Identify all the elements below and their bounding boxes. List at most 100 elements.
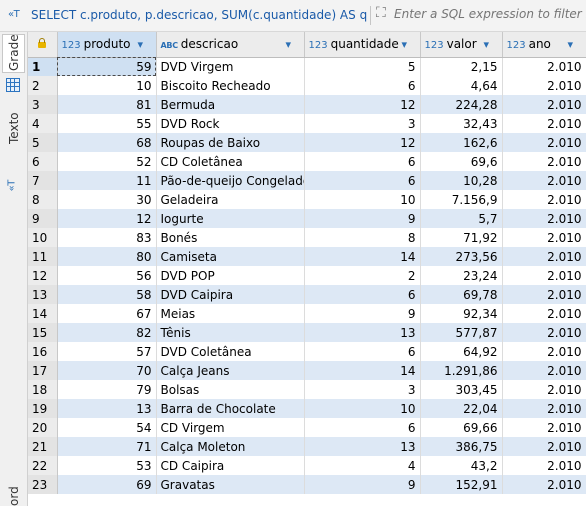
column-filter-icon[interactable]: ▾: [483, 38, 490, 51]
row-number[interactable]: 1: [28, 57, 58, 76]
cell-produto[interactable]: 54: [57, 418, 157, 437]
cell-ano[interactable]: 2.010: [502, 95, 586, 114]
cell-produto[interactable]: 67: [57, 304, 157, 323]
cell-quantidade[interactable]: 6: [304, 152, 421, 171]
cell-produto[interactable]: 10: [57, 76, 157, 95]
cell-ano[interactable]: 2.010: [502, 304, 586, 323]
table-row[interactable]: 5 68 Roupas de Baixo 12 162,6 2.010: [28, 133, 586, 152]
cell-produto[interactable]: 71: [57, 437, 157, 456]
cell-produto[interactable]: 82: [57, 323, 157, 342]
row-number[interactable]: 11: [28, 247, 58, 266]
cell-valor[interactable]: 5,7: [420, 209, 503, 228]
cell-quantidade[interactable]: 6: [304, 76, 421, 95]
row-number[interactable]: 22: [28, 456, 58, 475]
row-number[interactable]: 14: [28, 304, 58, 323]
cell-valor[interactable]: 577,87: [420, 323, 503, 342]
cell-ano[interactable]: 2.010: [502, 247, 586, 266]
cell-ano[interactable]: 2.010: [502, 323, 586, 342]
cell-descricao[interactable]: DVD Coletânea: [156, 342, 305, 361]
cell-valor[interactable]: 162,6: [420, 133, 503, 152]
cell-ano[interactable]: 2.010: [502, 475, 586, 494]
cell-ano[interactable]: 2.010: [502, 437, 586, 456]
cell-produto[interactable]: 52: [57, 152, 157, 171]
row-number[interactable]: 21: [28, 437, 58, 456]
row-number[interactable]: 13: [28, 285, 58, 304]
cell-quantidade[interactable]: 3: [304, 380, 421, 399]
cell-produto[interactable]: 68: [57, 133, 157, 152]
cell-quantidade[interactable]: 6: [304, 285, 421, 304]
cell-quantidade[interactable]: 10: [304, 399, 421, 418]
cell-descricao[interactable]: CD Caipira: [156, 456, 305, 475]
cell-descricao[interactable]: Iogurte: [156, 209, 305, 228]
cell-descricao[interactable]: CD Virgem: [156, 418, 305, 437]
column-filter-icon[interactable]: ▾: [401, 38, 408, 51]
cell-ano[interactable]: 2.010: [502, 399, 586, 418]
table-row[interactable]: 7 11 Pão-de-queijo Congelado 6 10,28 2.010: [28, 171, 586, 190]
cell-quantidade[interactable]: 12: [304, 133, 421, 152]
sql-console-icon[interactable]: «T: [8, 9, 20, 20]
cell-descricao[interactable]: CD Coletânea: [156, 152, 305, 171]
row-number[interactable]: 12: [28, 266, 58, 285]
cell-quantidade[interactable]: 6: [304, 342, 421, 361]
table-row[interactable]: 19 13 Barra de Chocolate 10 22,04 2.010: [28, 399, 586, 418]
column-filter-icon[interactable]: ▾: [285, 38, 292, 51]
cell-descricao[interactable]: Calça Jeans: [156, 361, 305, 380]
cell-produto[interactable]: 80: [57, 247, 157, 266]
row-number[interactable]: 5: [28, 133, 58, 152]
cell-descricao[interactable]: DVD POP: [156, 266, 305, 285]
cell-ano[interactable]: 2.010: [502, 114, 586, 133]
row-number[interactable]: 4: [28, 114, 58, 133]
cell-valor[interactable]: 43,2: [420, 456, 503, 475]
cell-quantidade[interactable]: 10: [304, 190, 421, 209]
table-row[interactable]: 6 52 CD Coletânea 6 69,6 2.010: [28, 152, 586, 171]
cell-ano[interactable]: 2.010: [502, 456, 586, 475]
cell-valor[interactable]: 64,92: [420, 342, 503, 361]
table-row[interactable]: 17 70 Calça Jeans 14 1.291,86 2.010: [28, 361, 586, 380]
filter-input[interactable]: [394, 7, 586, 21]
cell-descricao[interactable]: Roupas de Baixo: [156, 133, 305, 152]
cell-quantidade[interactable]: 12: [304, 95, 421, 114]
cell-produto[interactable]: 79: [57, 380, 157, 399]
table-row[interactable]: 15 82 Tênis 13 577,87 2.010: [28, 323, 586, 342]
cell-ano[interactable]: 2.010: [502, 209, 586, 228]
cell-valor[interactable]: 224,28: [420, 95, 503, 114]
cell-descricao[interactable]: Bolsas: [156, 380, 305, 399]
cell-descricao[interactable]: Bonés: [156, 228, 305, 247]
row-number[interactable]: 16: [28, 342, 58, 361]
table-row[interactable]: 10 83 Bonés 8 71,92 2.010: [28, 228, 586, 247]
row-number[interactable]: 6: [28, 152, 58, 171]
cell-produto[interactable]: 81: [57, 95, 157, 114]
cell-produto[interactable]: 69: [57, 475, 157, 494]
cell-quantidade[interactable]: 8: [304, 228, 421, 247]
cell-valor[interactable]: 303,45: [420, 380, 503, 399]
cell-descricao[interactable]: Calça Moleton: [156, 437, 305, 456]
table-row[interactable]: 8 30 Geladeira 10 7.156,9 2.010: [28, 190, 586, 209]
column-header-valor[interactable]: 123 valor ▾: [420, 32, 503, 58]
cell-valor[interactable]: 32,43: [420, 114, 503, 133]
cell-ano[interactable]: 2.010: [502, 285, 586, 304]
cell-valor[interactable]: 273,56: [420, 247, 503, 266]
cell-produto[interactable]: 11: [57, 171, 157, 190]
table-row[interactable]: 16 57 DVD Coletânea 6 64,92 2.010: [28, 342, 586, 361]
cell-produto[interactable]: 30: [57, 190, 157, 209]
text-view-icon[interactable]: «T: [6, 179, 18, 192]
row-number[interactable]: 23: [28, 475, 58, 494]
cell-valor[interactable]: 69,6: [420, 152, 503, 171]
cell-valor[interactable]: 386,75: [420, 437, 503, 456]
cell-ano[interactable]: 2.010: [502, 342, 586, 361]
row-number[interactable]: 8: [28, 190, 58, 209]
cell-ano[interactable]: 2.010: [502, 228, 586, 247]
cell-produto[interactable]: 57: [57, 342, 157, 361]
cell-descricao[interactable]: DVD Rock: [156, 114, 305, 133]
cell-ano[interactable]: 2.010: [502, 190, 586, 209]
table-row[interactable]: 3 81 Bermuda 12 224,28 2.010: [28, 95, 586, 114]
cell-quantidade[interactable]: 6: [304, 418, 421, 437]
cell-ano[interactable]: 2.010: [502, 152, 586, 171]
cell-quantidade[interactable]: 6: [304, 171, 421, 190]
cell-ano[interactable]: 2.010: [502, 266, 586, 285]
cell-valor[interactable]: 4,64: [420, 76, 503, 95]
column-header-ano[interactable]: 123 ano ▾: [502, 32, 586, 58]
cell-ano[interactable]: 2.010: [502, 171, 586, 190]
cell-valor[interactable]: 92,34: [420, 304, 503, 323]
table-row[interactable]: 23 69 Gravatas 9 152,91 2.010: [28, 475, 586, 494]
